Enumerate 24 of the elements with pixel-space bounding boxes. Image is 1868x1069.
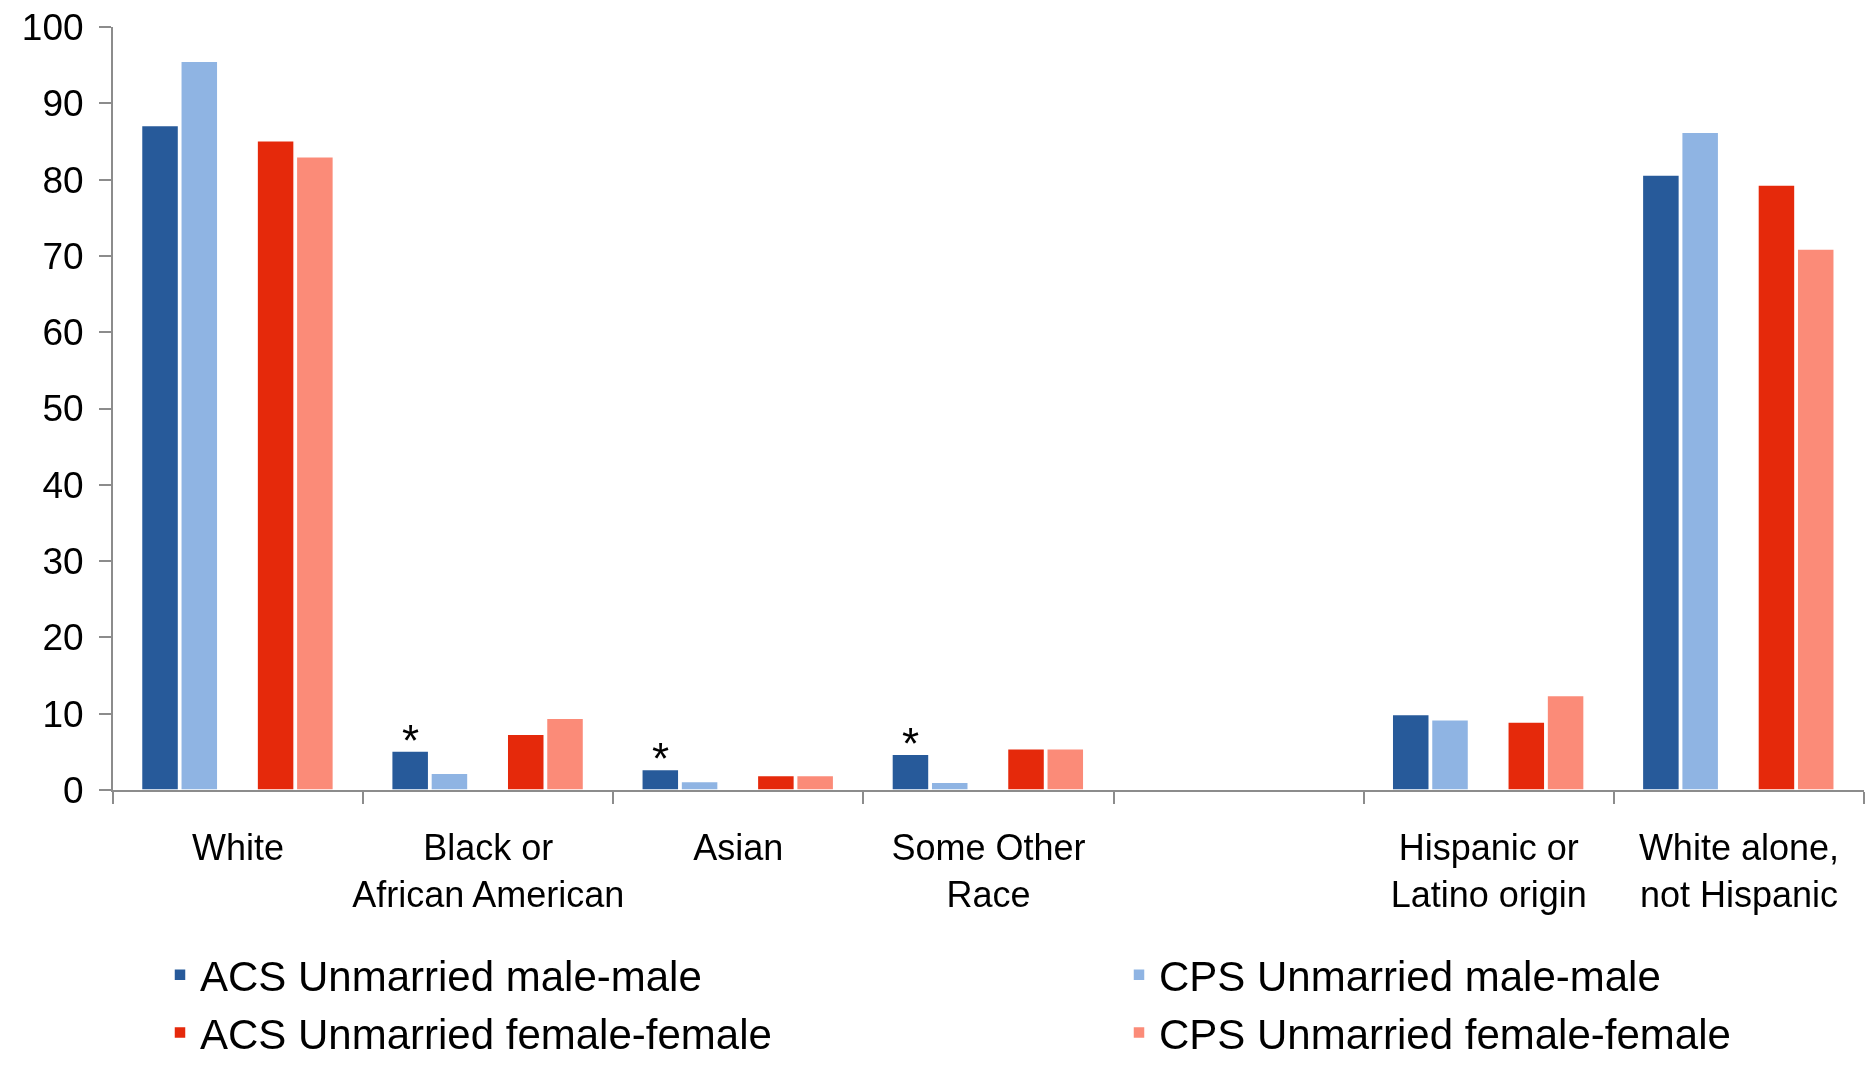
legend-label: CPS Unmarried male-male <box>1159 953 1661 1001</box>
y-tick-label: 0 <box>63 769 84 811</box>
y-tick-label: 20 <box>42 617 84 659</box>
y-tick-label: 100 <box>21 6 84 48</box>
x-tick-label: White alone, not Hispanic <box>1638 827 1839 915</box>
x-tick-label: Black or African American <box>352 827 625 915</box>
x-tick-label: White <box>192 827 285 869</box>
y-tick-label: 80 <box>42 159 84 201</box>
legend-label: CPS Unmarried female-female <box>1159 1010 1731 1058</box>
data-label: * <box>652 734 670 783</box>
x-tick-label: Hispanic or Latino origin <box>1390 827 1587 915</box>
y-tick-label: 70 <box>42 235 84 277</box>
y-tick-label: 90 <box>42 83 84 125</box>
y-tick-label: 60 <box>42 312 84 354</box>
y-tick-label: 10 <box>42 693 84 735</box>
x-tick-label: Some Other Race <box>891 827 1086 915</box>
y-tick-label: 40 <box>42 464 84 506</box>
legend-label: ACS Unmarried male-male <box>200 953 702 1001</box>
legend-label: ACS Unmarried female-female <box>200 1010 772 1058</box>
data-label: * <box>402 716 420 765</box>
y-tick-label: 30 <box>42 541 84 583</box>
data-label: * <box>902 719 920 768</box>
x-tick-label: Asian <box>693 827 784 869</box>
y-tick-label: 50 <box>42 388 84 430</box>
